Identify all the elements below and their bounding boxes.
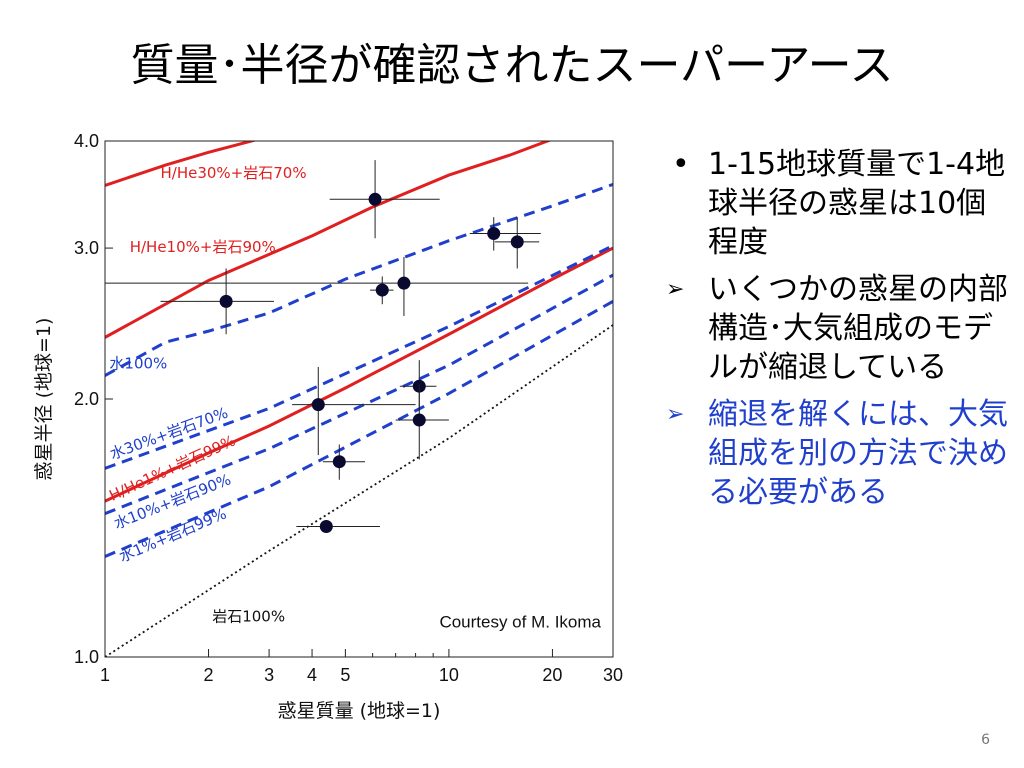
x-tick-label: 30 — [603, 665, 623, 685]
chart-credit: Courtesy of M. Ikoma — [439, 613, 601, 632]
bullet-item: ➢ 縮退を解くには、大気組成を別の方法で決める必要がある — [660, 395, 1010, 512]
x-tick-label: 20 — [542, 665, 562, 685]
y-tick-label: 1.0 — [74, 647, 99, 667]
data-point — [395, 384, 449, 460]
series-label: H/He10%+岩石90% — [130, 238, 276, 256]
series-line — [105, 273, 613, 515]
point-marker — [375, 283, 389, 297]
point-marker — [311, 398, 325, 412]
point-marker — [412, 413, 426, 427]
bullet-text: 1-15地球質量で1-4地球半径の惑星は10個程度 — [708, 147, 1006, 260]
bullet-dot-icon: • — [672, 147, 690, 182]
data-point — [292, 366, 416, 456]
bullet-text: いくつかの惑星の内部構造･大気組成のモデルが縮退している — [708, 272, 1008, 385]
slide-title: 質量･半径が確認されたスーパーアース — [130, 40, 894, 91]
point-marker — [219, 294, 233, 308]
point-marker — [487, 226, 501, 240]
y-tick-label: 3.0 — [74, 238, 99, 258]
data-point — [469, 217, 541, 251]
x-tick-label: 4 — [307, 665, 317, 685]
x-axis-label: 惑星質量 (地球=1) — [278, 700, 441, 722]
x-tick-label: 5 — [340, 665, 350, 685]
chart: H/He30%+岩石70% H/He10%+岩石90% H/He1%+岩石99% 水1… — [28, 128, 638, 733]
data-point — [105, 256, 529, 316]
data-point — [370, 276, 394, 305]
series-line — [105, 141, 258, 187]
data-point — [322, 444, 365, 480]
series-line — [105, 141, 552, 339]
series-line — [105, 246, 613, 503]
bullet-item: • 1-15地球質量で1-4地球半径の惑星は10個程度 — [660, 145, 1010, 262]
y-axis-label: 惑星半径 (地球=1) — [33, 318, 55, 481]
page-number: 6 — [981, 732, 990, 748]
bullet-text: 縮退を解くには、大気組成を別の方法で決める必要がある — [708, 397, 1008, 510]
x-tick-label: 1 — [100, 665, 110, 685]
series-label: 岩石100% — [212, 608, 285, 626]
series-line — [105, 300, 613, 558]
data-point — [160, 268, 274, 335]
bullet-item: ➢ いくつかの惑星の内部構造･大気組成のモデルが縮退している — [660, 270, 1010, 387]
series-line — [105, 182, 613, 377]
point-marker — [510, 235, 524, 249]
series-line — [105, 244, 613, 470]
plot-frame — [104, 140, 614, 658]
data-point — [296, 519, 380, 533]
y-tick-label: 2.0 — [74, 389, 99, 409]
y-tick-label: 4.0 — [74, 131, 99, 151]
x-tick-label: 2 — [204, 665, 214, 685]
series-label: H/He30%+岩石70% — [160, 164, 306, 182]
chart-svg: H/He30%+岩石70%H/He10%+岩石90%H/He1%+岩石99%水1… — [33, 131, 623, 722]
point-marker — [397, 276, 411, 290]
arrow-bullet-icon: ➢ — [666, 402, 685, 427]
data-point — [329, 160, 440, 239]
series-line — [105, 324, 613, 657]
bullet-list: • 1-15地球質量で1-4地球半径の惑星は10個程度 ➢ いくつかの惑星の内部… — [660, 145, 1010, 520]
series-label: 水100% — [109, 355, 167, 373]
data-point — [494, 217, 540, 269]
point-marker — [368, 192, 382, 206]
point-marker — [332, 455, 346, 469]
arrow-bullet-icon: ➢ — [666, 277, 685, 302]
x-tick-label: 10 — [439, 665, 459, 685]
x-tick-label: 3 — [264, 665, 274, 685]
point-marker — [319, 519, 333, 533]
